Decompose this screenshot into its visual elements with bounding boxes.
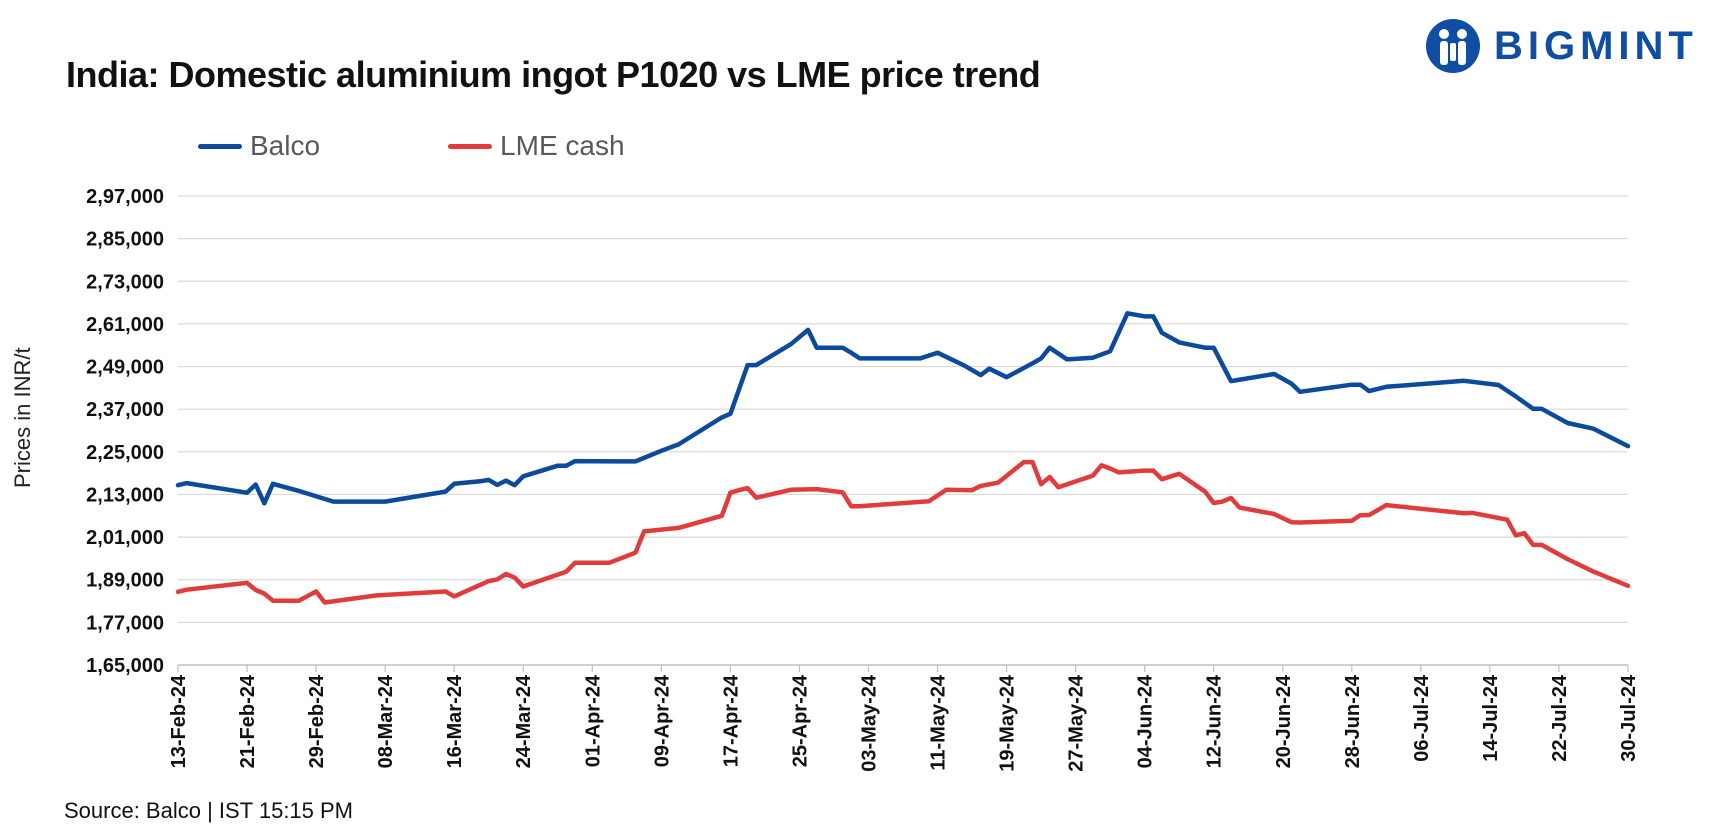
x-tick-label: 21-Feb-24 (237, 674, 259, 768)
x-tick-label: 17-Apr-24 (720, 674, 742, 767)
legend-item-lme: LME cash (448, 130, 625, 162)
x-tick-label: 09-Apr-24 (651, 674, 673, 767)
x-tick-label: 22-Jul-24 (1549, 674, 1571, 762)
x-tick-label: 28-Jun-24 (1342, 674, 1364, 768)
x-tick-label: 20-Jun-24 (1273, 674, 1295, 768)
y-tick-label: 2,37,000 (86, 399, 164, 421)
bigmint-logo-icon (1426, 19, 1480, 73)
legend: Balco LME cash (198, 130, 753, 162)
y-tick-label: 2,61,000 (86, 314, 164, 336)
x-tick-label: 27-May-24 (1066, 674, 1088, 772)
y-tick-label: 2,13,000 (86, 484, 164, 506)
x-tick-label: 01-Apr-24 (582, 674, 604, 767)
legend-swatch-balco (198, 143, 242, 149)
y-tick-label: 2,97,000 (86, 186, 164, 208)
x-tick-label: 25-Apr-24 (789, 674, 811, 767)
bigmint-logo: BIGMINT (1424, 14, 1698, 78)
source-note: Source: Balco | IST 15:15 PM (64, 798, 354, 823)
x-tick-labels: 13-Feb-24 21-Feb-24 29-Feb-24 08-Mar-24 16-M… (168, 665, 1640, 772)
x-tick-label: 14-Jul-24 (1480, 674, 1502, 762)
y-tick-label: 2,73,000 (86, 271, 164, 293)
x-tick-label: 13-Feb-24 (168, 674, 190, 768)
y-tick-label: 1,65,000 (86, 655, 164, 677)
chart-title: India: Domestic aluminium ingot P1020 vs… (66, 54, 1041, 95)
x-tick-label: 03-May-24 (858, 674, 880, 772)
series-line-balco (175, 311, 1631, 506)
x-tick-label: 16-Mar-24 (444, 674, 466, 768)
y-tick-label: 2,25,000 (86, 442, 164, 464)
x-tick-label: 30-Jul-24 (1618, 674, 1640, 762)
series-lines (175, 311, 1631, 605)
x-tick-label: 11-May-24 (928, 674, 950, 770)
x-tick-label: 19-May-24 (997, 674, 1019, 772)
legend-item-balco: Balco (198, 130, 320, 162)
y-tick-labels: 1,65,000 1,77,000 1,89,000 2,01,000 2,13,000… (86, 186, 164, 677)
legend-label-lme: LME cash (500, 130, 625, 161)
y-tick-label: 1,89,000 (86, 570, 164, 592)
x-tick-label: 12-Jun-24 (1204, 674, 1226, 768)
x-tick-label: 06-Jul-24 (1411, 674, 1433, 762)
gridlines (178, 195, 1628, 666)
x-tick-label: 29-Feb-24 (306, 674, 328, 768)
legend-swatch-lme (448, 143, 493, 149)
x-tick-label: 24-Mar-24 (513, 674, 535, 768)
series-line-lme-cash (175, 459, 1631, 605)
y-tick-label: 2,49,000 (86, 357, 164, 379)
x-tick-label: 04-Jun-24 (1135, 674, 1157, 768)
y-tick-label: 1,77,000 (86, 612, 164, 634)
y-tick-label: 2,85,000 (86, 229, 164, 251)
x-tick-label: 08-Mar-24 (375, 674, 397, 768)
legend-label-balco: Balco (250, 130, 321, 161)
brand-name: BIGMINT (1494, 23, 1698, 68)
y-tick-label: 2,01,000 (86, 527, 164, 549)
